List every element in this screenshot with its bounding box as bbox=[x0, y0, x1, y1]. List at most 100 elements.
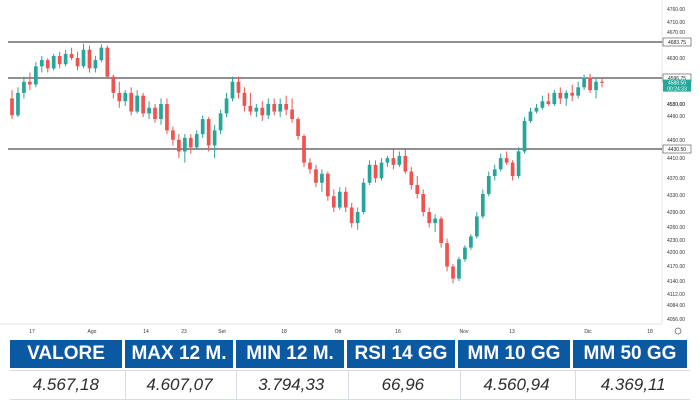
candle-body bbox=[421, 194, 426, 212]
candle-body bbox=[188, 137, 193, 148]
candle-body bbox=[230, 81, 235, 99]
candle-body bbox=[558, 92, 563, 99]
candle-body bbox=[296, 119, 300, 137]
candle-body bbox=[16, 92, 20, 116]
candle-body bbox=[367, 164, 372, 183]
candle-body bbox=[486, 176, 491, 194]
candle-body bbox=[129, 92, 134, 112]
header-max-12m: MAX 12 M. bbox=[125, 340, 233, 368]
candle-body bbox=[349, 207, 354, 224]
y-tick-label: 4490.00 bbox=[667, 114, 685, 120]
x-tick-label: 18 bbox=[281, 329, 287, 335]
candle-body bbox=[516, 151, 521, 176]
candle-body bbox=[498, 158, 503, 170]
candle-body bbox=[254, 107, 259, 112]
candle-body bbox=[57, 55, 62, 65]
header-valore: VALORE bbox=[10, 340, 122, 368]
y-tick-label: 4230.00 bbox=[667, 238, 685, 244]
last-price-countdown: 00:24:33 bbox=[667, 87, 687, 93]
candle-body bbox=[588, 77, 592, 91]
candle-body bbox=[248, 105, 253, 112]
candle-body bbox=[99, 47, 104, 61]
y-tick-label: 4056.00 bbox=[667, 317, 685, 323]
candle-body bbox=[469, 236, 473, 248]
candle-body bbox=[242, 92, 247, 106]
candle-body bbox=[147, 107, 151, 114]
candle-body bbox=[326, 173, 330, 197]
candle-body bbox=[200, 119, 205, 135]
y-tick-label: 4550.00 bbox=[667, 102, 685, 108]
candle-body bbox=[135, 95, 139, 112]
y-tick-label: 4330.00 bbox=[667, 193, 685, 199]
candle-body bbox=[224, 98, 229, 114]
candle-body bbox=[117, 92, 122, 102]
candle-body bbox=[159, 104, 163, 120]
candle-body bbox=[284, 104, 288, 110]
candle-body bbox=[10, 98, 14, 116]
candle-body bbox=[361, 182, 366, 212]
candle-body bbox=[373, 164, 378, 179]
x-tick-label: 23 bbox=[181, 329, 187, 335]
y-tick-label: 4140.00 bbox=[667, 279, 685, 285]
candle-body bbox=[510, 162, 515, 176]
candle-body bbox=[308, 162, 312, 170]
candle-body bbox=[457, 259, 461, 279]
candle-body bbox=[492, 169, 497, 176]
candle-body bbox=[576, 87, 581, 96]
x-tick-label: 13 bbox=[509, 329, 515, 335]
y-tick-label: 4112.00 bbox=[667, 292, 685, 298]
candle-body bbox=[528, 111, 533, 121]
candle-body bbox=[111, 76, 116, 93]
candle-body bbox=[546, 101, 551, 104]
x-tick-label: Nov bbox=[460, 329, 469, 335]
candle-body bbox=[171, 130, 175, 140]
candle-body bbox=[141, 95, 145, 114]
candle-body bbox=[564, 92, 569, 99]
candle-body bbox=[397, 155, 402, 165]
value-min-12m: 3.794,33 bbox=[236, 371, 345, 399]
candle-body bbox=[451, 266, 455, 279]
stats-table: VALORE MAX 12 M. MIN 12 M. RSI 14 GG MM … bbox=[10, 340, 690, 400]
y-tick-label: 4200.00 bbox=[667, 250, 685, 256]
candle-body bbox=[463, 247, 467, 260]
candle-body bbox=[475, 216, 479, 237]
candle-body bbox=[302, 136, 306, 163]
candle-body bbox=[600, 81, 604, 83]
last-price-tag bbox=[663, 79, 691, 92]
y-tick-label: 4450.00 bbox=[667, 138, 685, 144]
header-mm-50gg: MM 50 GG bbox=[573, 340, 687, 368]
y-tick-label: 4530.00 bbox=[667, 102, 685, 108]
value-rsi-14gg: 66,96 bbox=[348, 371, 457, 399]
candle-body bbox=[51, 55, 56, 69]
last-price-value: 4588.50 bbox=[668, 81, 686, 87]
level-label: 4430.50 bbox=[668, 147, 686, 153]
candle-body bbox=[582, 77, 586, 88]
y-tick-label: 4630.00 bbox=[667, 56, 685, 62]
candle-body bbox=[260, 107, 265, 116]
candle-body bbox=[540, 101, 545, 108]
candle-body bbox=[355, 212, 360, 224]
candle-body bbox=[165, 104, 169, 131]
candle-body bbox=[552, 92, 557, 104]
candle-body bbox=[272, 104, 277, 112]
level-label: 4683.75 bbox=[668, 40, 686, 46]
candle-body bbox=[206, 119, 211, 146]
stats-header-row: VALORE MAX 12 M. MIN 12 M. RSI 14 GG MM … bbox=[10, 340, 690, 368]
candle-body bbox=[278, 104, 283, 112]
price-chart[interactable]: 4760.004710.004670.004630.004590.004550.… bbox=[0, 0, 700, 340]
candle-body bbox=[331, 196, 336, 208]
candle-body bbox=[153, 107, 157, 120]
candle-body bbox=[75, 58, 80, 67]
value-valore: 4.567,18 bbox=[32, 375, 99, 394]
candle-body bbox=[480, 194, 485, 217]
x-tick-label: 14 bbox=[143, 329, 149, 335]
clock-icon bbox=[674, 327, 682, 335]
level-label-box bbox=[662, 144, 692, 154]
x-tick-label: Dic bbox=[584, 329, 592, 335]
candle-body bbox=[236, 81, 241, 93]
candle-body bbox=[570, 92, 575, 96]
candle-body bbox=[385, 158, 390, 163]
candle-body bbox=[290, 109, 294, 120]
y-tick-label: 4760.00 bbox=[667, 7, 685, 13]
level-label-box bbox=[662, 37, 692, 47]
